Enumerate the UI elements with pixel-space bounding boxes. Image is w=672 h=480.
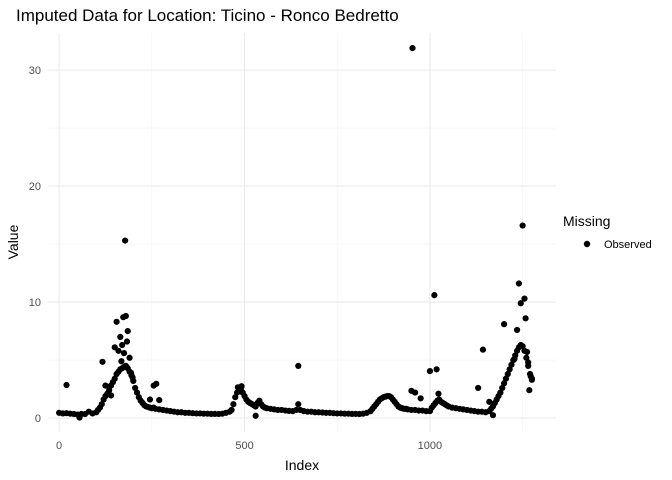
data-point [295, 401, 302, 408]
data-point [523, 348, 531, 356]
data-point [133, 389, 141, 396]
data-point [506, 366, 513, 373]
data-point [433, 366, 440, 373]
data-point [479, 346, 487, 353]
data-point [238, 383, 245, 390]
data-point [117, 333, 124, 340]
data-point [115, 347, 122, 354]
chart-title: Imputed Data for Location: Ticino - Ronc… [16, 6, 399, 25]
data-point [517, 300, 524, 307]
data-point [113, 318, 120, 325]
data-point [146, 396, 154, 403]
data-point [107, 392, 115, 399]
data-point [409, 44, 416, 52]
data-point [515, 280, 523, 287]
data-point [295, 362, 302, 369]
data-point [508, 361, 515, 368]
plot-panel [48, 33, 556, 432]
data-point [513, 326, 521, 334]
minor-gridlines [48, 33, 556, 432]
data-point [519, 343, 526, 350]
data-point [156, 397, 163, 404]
data-point [523, 354, 530, 361]
y-tick-label: 0 [35, 413, 41, 425]
data-point [126, 354, 133, 361]
data-point [132, 384, 139, 392]
data-point [511, 355, 518, 363]
major-gridlines [48, 33, 556, 432]
y-axis-ticks: 0 10 20 30 [29, 65, 41, 425]
x-axis-label: Index [285, 457, 319, 473]
data-point [521, 295, 528, 302]
x-tick-label: 1000 [418, 440, 442, 452]
data-point [525, 359, 532, 366]
data-points [56, 44, 535, 421]
data-point [120, 350, 128, 357]
data-point [63, 381, 70, 389]
data-point [411, 389, 419, 396]
y-tick-label: 30 [29, 65, 41, 77]
x-axis-ticks: 0 500 1000 [56, 440, 442, 452]
data-point [522, 315, 529, 322]
data-point [122, 237, 129, 244]
data-point [111, 375, 118, 382]
data-point [500, 321, 508, 328]
legend-title: Missing [563, 213, 610, 229]
data-point [122, 312, 129, 320]
data-point [118, 358, 125, 365]
data-point [435, 390, 442, 397]
data-point [519, 222, 526, 229]
data-point [230, 401, 237, 408]
data-point [106, 387, 113, 394]
data-point [497, 389, 504, 396]
data-point [486, 398, 493, 405]
data-point [475, 384, 482, 392]
y-tick-label: 20 [29, 181, 41, 193]
y-tick-label: 10 [29, 297, 41, 309]
data-point [417, 395, 424, 402]
legend-label-observed: Observed [604, 239, 652, 251]
data-point [129, 374, 136, 381]
data-point [123, 338, 131, 345]
data-point [98, 401, 105, 408]
y-axis-label: Value [5, 224, 21, 259]
x-tick-label: 500 [235, 440, 253, 452]
data-point [526, 387, 533, 394]
x-tick-label: 0 [56, 440, 62, 452]
data-point [502, 375, 510, 382]
data-point [431, 292, 438, 299]
data-point [102, 382, 109, 389]
data-point [124, 327, 131, 335]
data-point [228, 406, 235, 414]
data-point [252, 412, 259, 419]
data-point [99, 358, 106, 365]
data-point [426, 368, 434, 375]
data-point [489, 412, 497, 419]
data-point [119, 341, 126, 349]
data-point [232, 394, 239, 401]
data-point [528, 376, 535, 383]
legend: Missing Observed [563, 213, 652, 251]
data-point [500, 380, 508, 387]
data-point [504, 370, 511, 378]
data-point [499, 384, 506, 392]
data-point [153, 380, 160, 387]
legend-key-observed [583, 240, 591, 248]
